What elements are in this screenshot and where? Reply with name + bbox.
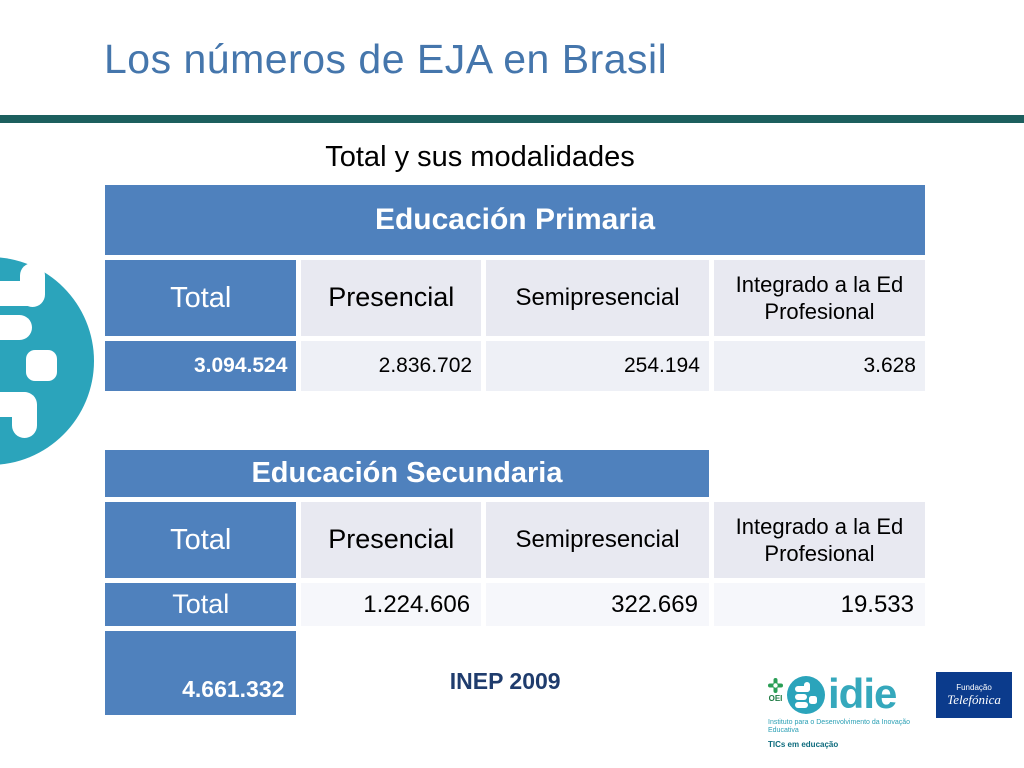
idie-subtitle: Instituto para o Desenvolvimento da Inov… bbox=[768, 719, 911, 734]
idie-mark-logo bbox=[0, 255, 100, 467]
primaria-integrado-value: 3.628 bbox=[713, 341, 925, 391]
page-title: Los números de EJA en Brasil bbox=[104, 36, 668, 82]
secundaria-column-header-total: Total bbox=[105, 502, 297, 578]
secundaria-column-header-presencial: Presencial bbox=[301, 502, 482, 578]
secundaria-presencial-value: 1.224.606 bbox=[301, 583, 482, 626]
source-label: INEP 2009 bbox=[449, 667, 561, 694]
primaria-column-header-total: Total bbox=[105, 260, 297, 336]
primaria-column-header-presencial: Presencial bbox=[301, 260, 482, 336]
idie-circle-icon bbox=[787, 676, 825, 714]
secundaria-semipresencial-value: 322.669 bbox=[486, 583, 709, 626]
telefonica-wordmark: Telefónica bbox=[947, 691, 1001, 707]
secundaria-column-header-semipresencial: Semipresencial bbox=[486, 502, 709, 578]
empty-cell bbox=[714, 450, 925, 497]
secundaria-column-header-integrado: Integrado a la Ed Profesional bbox=[713, 502, 925, 578]
fundacao-telefonica-logo: Fundação Telefónica bbox=[936, 672, 1012, 718]
oei-label: OEI bbox=[768, 694, 783, 703]
table-secundaria-title: Educación Secundaria bbox=[105, 450, 709, 497]
primaria-column-header-semipresencial: Semipresencial bbox=[486, 260, 709, 336]
oei-logo: OEI bbox=[768, 678, 783, 703]
secundaria-integrado-value: 19.533 bbox=[713, 583, 925, 626]
primaria-column-header-integrado: Integrado a la Ed Profesional bbox=[713, 260, 925, 336]
secundaria-row-label-total: Total bbox=[105, 583, 297, 626]
oei-icon bbox=[768, 678, 783, 693]
slide-subtitle: Total y sus modalidades bbox=[325, 141, 635, 173]
table-primaria-title: Educación Primaria bbox=[105, 185, 925, 255]
idie-tagline: TICs em educação bbox=[768, 740, 839, 750]
primaria-semipresencial-value: 254.194 bbox=[486, 341, 709, 391]
telefonica-fundacao-label: Fundação bbox=[956, 682, 992, 692]
table-educacion-secundaria: Educación Secundaria Total Presencial Se… bbox=[105, 450, 925, 715]
primaria-total-value: 3.094.524 bbox=[105, 341, 297, 391]
primaria-presencial-value: 2.836.702 bbox=[301, 341, 482, 391]
secundaria-grand-total-value: 4.661.332 bbox=[105, 631, 297, 715]
idie-wordmark: idie bbox=[828, 670, 897, 717]
idie-logo: OEI idie Instituto para o Desenvolviment… bbox=[768, 670, 920, 750]
table-educacion-primaria: Educación Primaria Total Presencial Semi… bbox=[105, 185, 925, 391]
idie-mark-icon bbox=[0, 257, 94, 465]
title-divider bbox=[0, 115, 1024, 123]
